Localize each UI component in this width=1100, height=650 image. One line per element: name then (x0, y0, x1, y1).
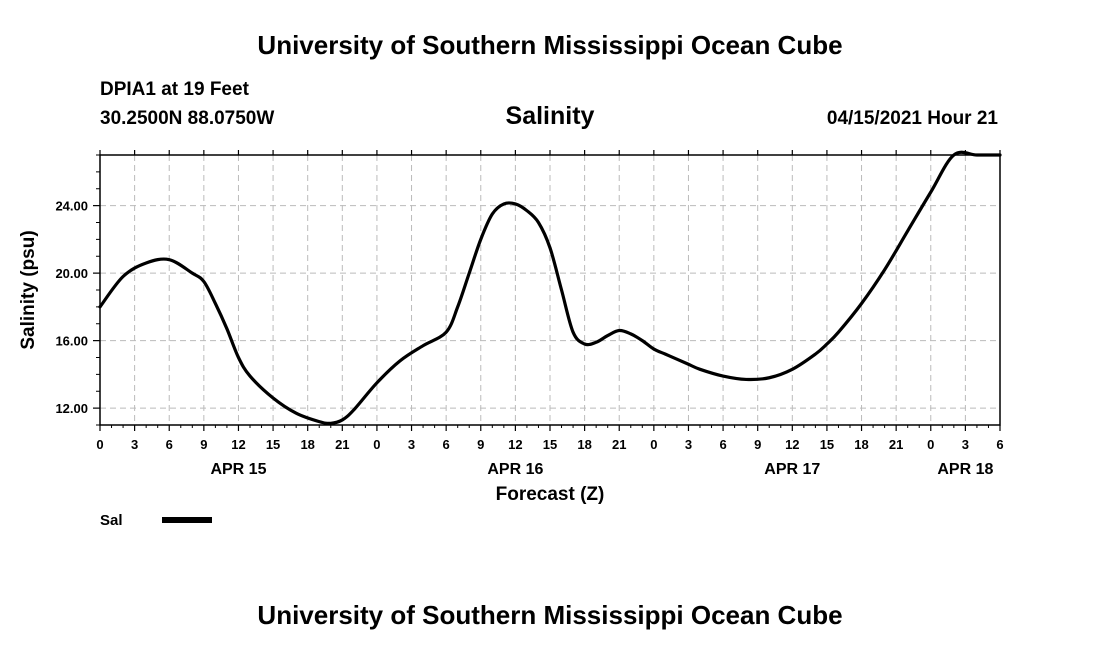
y-tick-labels: 12.00 16.00 20.00 24.00 (55, 199, 88, 417)
date-label: APR 18 (937, 461, 993, 478)
forecast-datetime: 04/15/2021 Hour 21 (827, 108, 999, 129)
x-tick-label: 6 (996, 437, 1003, 452)
x-tick-label: 9 (477, 437, 484, 452)
gridlines (100, 155, 1000, 425)
legend-label-sal: Sal (100, 512, 123, 529)
x-tick-label: 12 (231, 437, 245, 452)
legend: Sal (100, 512, 212, 529)
x-tick-label: 18 (577, 437, 591, 452)
date-label: APR 15 (210, 461, 266, 478)
date-label: APR 17 (764, 461, 820, 478)
chart-title: University of Southern Mississippi Ocean… (257, 30, 842, 60)
x-tick-label: 9 (200, 437, 207, 452)
x-tick-label: 21 (889, 437, 903, 452)
date-label: APR 16 (487, 461, 543, 478)
x-tick-label: 15 (820, 437, 834, 452)
station-label: DPIA1 at 19 Feet (100, 79, 250, 100)
x-tick-labels: 0 3 6 9 12 15 18 21 0 3 6 9 12 15 18 21 0 3 6 9 12 15 18 21 0 3 6 (96, 437, 1003, 452)
plot-frame (99, 154, 1001, 426)
x-tick-label: 21 (612, 437, 626, 452)
x-tick-label: 6 (443, 437, 450, 452)
x-tick-label: 0 (96, 437, 103, 452)
x-tick-label: 15 (543, 437, 557, 452)
x-tick-label: 18 (300, 437, 314, 452)
x-tick-label: 6 (166, 437, 173, 452)
x-axis-label: Forecast (Z) (496, 484, 605, 505)
variable-title: Salinity (506, 102, 595, 130)
x-tick-label: 3 (408, 437, 415, 452)
y-axis-label: Salinity (psu) (18, 230, 39, 349)
x-tick-label: 3 (685, 437, 692, 452)
y-tick-label: 20.00 (55, 266, 88, 281)
x-tick-label: 18 (854, 437, 868, 452)
axis-ticks (93, 150, 1001, 431)
x-tick-label: 0 (650, 437, 657, 452)
x-tick-label: 0 (927, 437, 934, 452)
x-tick-label: 9 (754, 437, 761, 452)
x-tick-label: 21 (335, 437, 349, 452)
x-tick-label: 6 (719, 437, 726, 452)
x-tick-label: 3 (962, 437, 969, 452)
x-tick-label: 12 (508, 437, 522, 452)
series-line-sal (98, 150, 1002, 426)
coordinates-label: 30.2500N 88.0750W (100, 108, 274, 129)
y-tick-label: 12.00 (55, 401, 88, 416)
y-tick-label: 24.00 (55, 199, 88, 214)
y-tick-label: 16.00 (55, 334, 88, 349)
x-tick-label: 12 (785, 437, 799, 452)
x-tick-label: 3 (131, 437, 138, 452)
date-labels: APR 15 APR 16 APR 17 APR 18 (210, 461, 993, 478)
footer-title: University of Southern Mississippi Ocean… (257, 600, 842, 630)
x-tick-label: 0 (373, 437, 380, 452)
x-tick-label: 15 (266, 437, 280, 452)
